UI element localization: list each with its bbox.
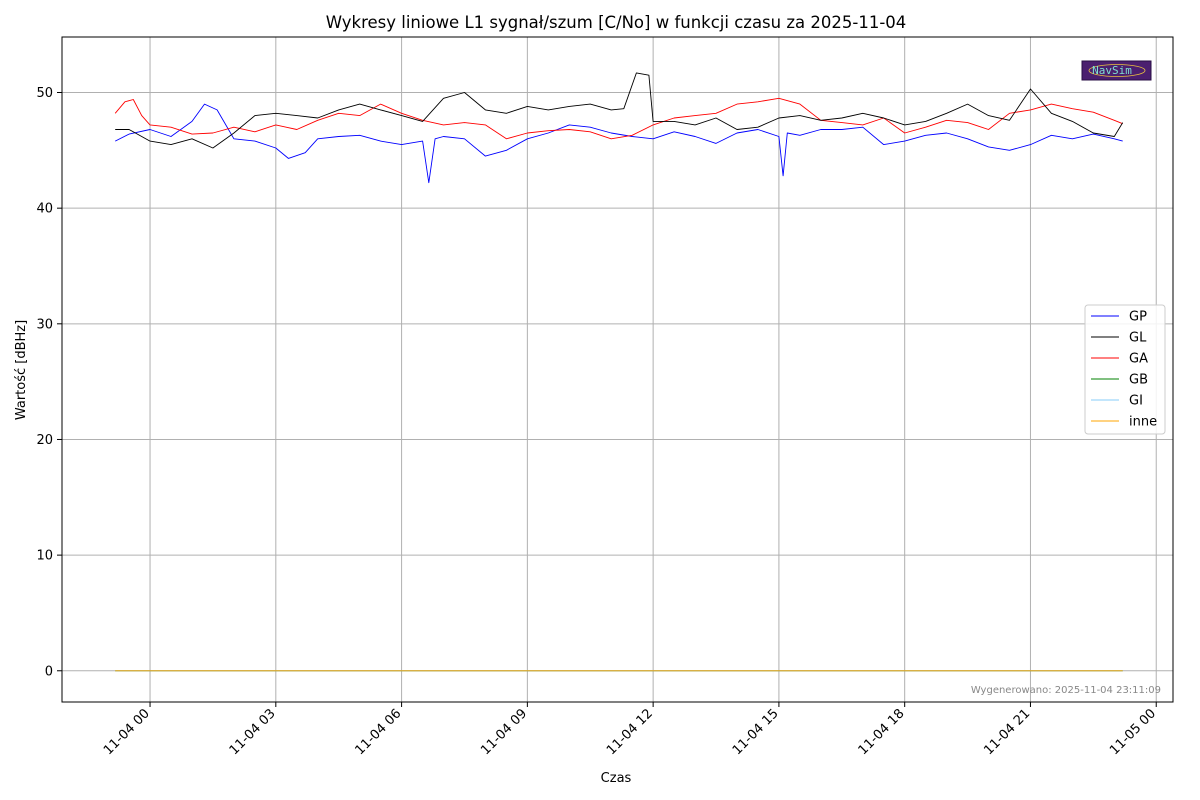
legend-label-gb: GB <box>1129 373 1148 388</box>
legend-label-gp: GP <box>1129 310 1147 325</box>
legend-label-ga: GA <box>1129 352 1148 367</box>
y-tick-label: 0 <box>45 664 53 679</box>
legend: GP GL GA GB GI inne <box>1084 304 1166 435</box>
chart-title: Wykresy liniowe L1 sygnał/szum [C/No] w … <box>326 13 907 32</box>
legend-label-gl: GL <box>1129 331 1147 346</box>
y-tick-label: 20 <box>36 433 53 448</box>
series-line-gl <box>115 72 1124 149</box>
y-tick-label: 10 <box>36 549 53 564</box>
legend-label-inne: inne <box>1129 415 1157 430</box>
y-tick-label: 50 <box>36 86 53 101</box>
generated-timestamp: Wygenerowano: 2025-11-04 23:11:09 <box>971 685 1161 696</box>
legend-label-gi: GI <box>1129 394 1143 409</box>
series-line-gp <box>114 103 1123 184</box>
logo-text: NavSim <box>1092 64 1132 77</box>
x-axis-label: Czas <box>601 771 632 786</box>
y-tick-label: 30 <box>36 317 53 332</box>
y-axis-label: Wartość [dBHz] <box>14 320 29 420</box>
series-layer <box>114 72 1124 672</box>
plot-frame <box>61 36 1174 703</box>
series-line-ga <box>114 97 1123 140</box>
navsim-logo: NavSim <box>1081 60 1152 81</box>
y-tick-label: 40 <box>36 202 53 217</box>
